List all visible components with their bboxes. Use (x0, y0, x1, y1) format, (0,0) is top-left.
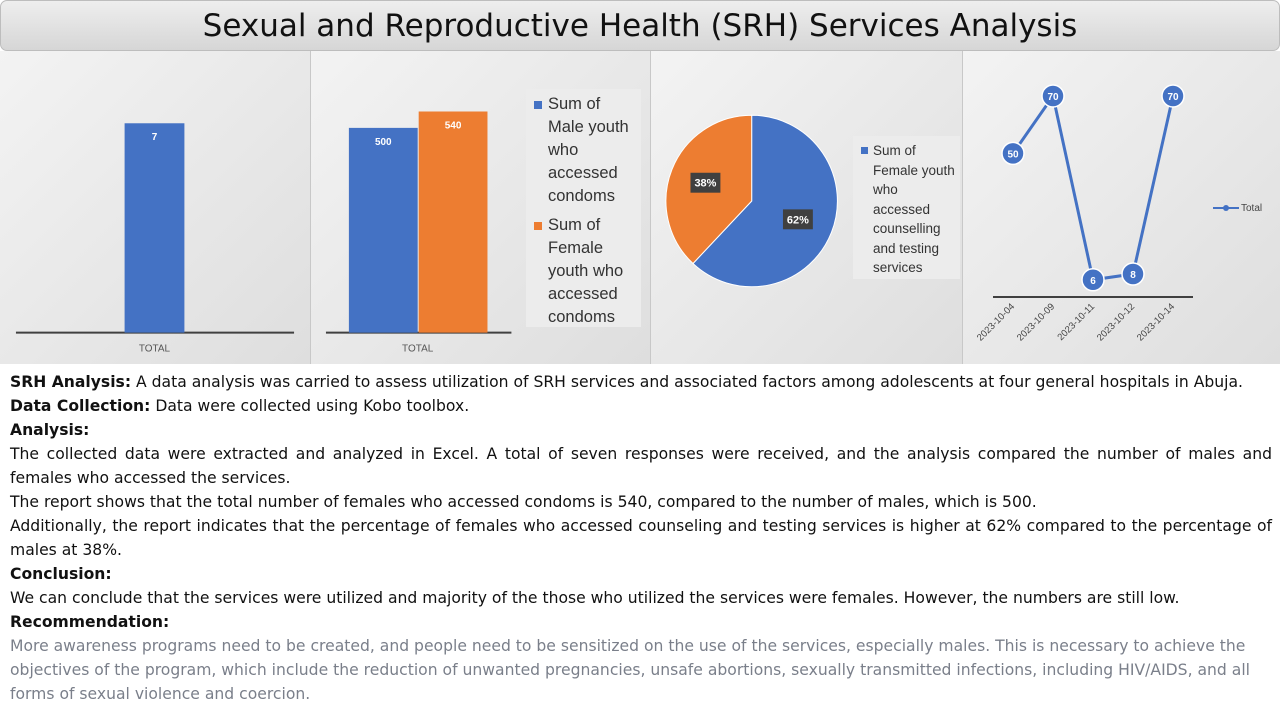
data-label: 50 (1007, 149, 1019, 160)
bar (348, 127, 418, 333)
recommendation-heading: Recommendation: (10, 613, 170, 631)
data-label: 8 (1130, 270, 1136, 281)
chart-panel-condoms: 500 540 TOTAL Sum of Male youth who access… (311, 51, 651, 364)
chart-panel-counselling-pie: 62% 38% Sum of Female youth who accessed … (651, 51, 963, 364)
pie-chart-counselling: 62% 38% (665, 114, 838, 288)
chart-panel-total-bar: 7 TOTAL (0, 51, 311, 364)
data-label: 70 (1047, 92, 1059, 103)
recommendation-paragraph: More awareness programs need to be creat… (10, 637, 1251, 703)
analysis-paragraph-2: The report shows that the total number o… (10, 493, 1037, 511)
x-tick-label: 2023-10-04 (975, 301, 1017, 343)
data-label: 70 (1167, 92, 1179, 103)
legend-label: Total (1241, 203, 1262, 214)
legend-label-male-condoms: Sum of Male youth who accessed condoms (548, 95, 629, 205)
line-chart-total: 507068702023-10-042023-10-092023-10-1120… (975, 84, 1262, 343)
legend-label-female-condoms: Sum of Female youth who accessed condoms (548, 216, 624, 326)
data-label: 7 (152, 132, 158, 143)
legend-label-female-counselling: Sum of Female youth who accessed counsel… (873, 143, 955, 275)
legend-swatch-blue (534, 101, 542, 109)
data-label: 38% (694, 178, 716, 190)
data-point (1041, 84, 1065, 108)
legend-item-female-condoms: Sum of Female youth who accessed condoms (534, 214, 639, 329)
data-label: 500 (375, 137, 392, 148)
x-tick-label: TOTAL (402, 344, 434, 355)
page-title: Sexual and Reproductive Health (SRH) Ser… (0, 0, 1280, 51)
data-collection-paragraph: Data Collection: Data were collected usi… (10, 394, 1272, 418)
x-tick-label: 2023-10-09 (1015, 301, 1057, 343)
data-point (1001, 141, 1025, 166)
bar-chart-total: 7 TOTAL (15, 123, 295, 355)
x-tick-label: TOTAL (139, 344, 171, 355)
bar-chart-condoms: 500 540 TOTAL (325, 111, 512, 355)
bar (124, 123, 185, 333)
data-point (1121, 262, 1145, 286)
data-collection-label: Data Collection: (10, 397, 151, 415)
analysis-paragraph-3: Additionally, the report indicates that … (10, 517, 1272, 559)
chart-legend-counselling: Sum of Female youth who accessed counsel… (853, 136, 960, 279)
analysis-paragraph-1: The collected data were extracted and an… (10, 445, 1272, 487)
data-label-box (782, 209, 813, 230)
pie-slice (692, 114, 838, 288)
data-label: 6 (1090, 276, 1096, 287)
series-line (1011, 92, 1175, 282)
legend-item-male-condoms: Sum of Male youth who accessed condoms (534, 93, 639, 208)
data-point (1081, 268, 1105, 292)
data-label-box (690, 172, 721, 193)
analysis-text-block: SRH Analysis: A data analysis was carrie… (10, 370, 1272, 706)
x-tick-label: 2023-10-14 (1135, 301, 1177, 343)
srh-analysis-text: A data analysis was carried to assess ut… (131, 373, 1244, 391)
legend-swatch-blue (861, 147, 868, 154)
conclusion-paragraph: We can conclude that the services were u… (10, 589, 1180, 607)
bar (418, 111, 488, 333)
legend-swatch-orange (534, 222, 542, 230)
data-label: 540 (445, 120, 462, 131)
data-collection-text: Data were collected using Kobo toolbox. (150, 397, 470, 415)
analysis-heading: Analysis: (10, 421, 90, 439)
data-point (1161, 84, 1185, 108)
legend-item-female-counselling: Sum of Female youth who accessed counsel… (861, 141, 956, 278)
srh-analysis-paragraph: SRH Analysis: A data analysis was carrie… (10, 370, 1272, 394)
data-label: 62% (787, 214, 809, 226)
x-tick-label: 2023-10-12 (1095, 301, 1137, 343)
srh-analysis-label: SRH Analysis: (10, 373, 132, 391)
chart-panel-line-total: 50 70 6 8 70 2023-10-04 2023-10-09 2023-10-11 20… (963, 51, 1280, 364)
x-tick-label: 2023-10-11 (1055, 301, 1097, 343)
chart-legend-condoms: Sum of Male youth who accessed condoms S… (526, 89, 641, 327)
conclusion-heading: Conclusion: (10, 565, 112, 583)
legend-marker (1223, 205, 1229, 211)
